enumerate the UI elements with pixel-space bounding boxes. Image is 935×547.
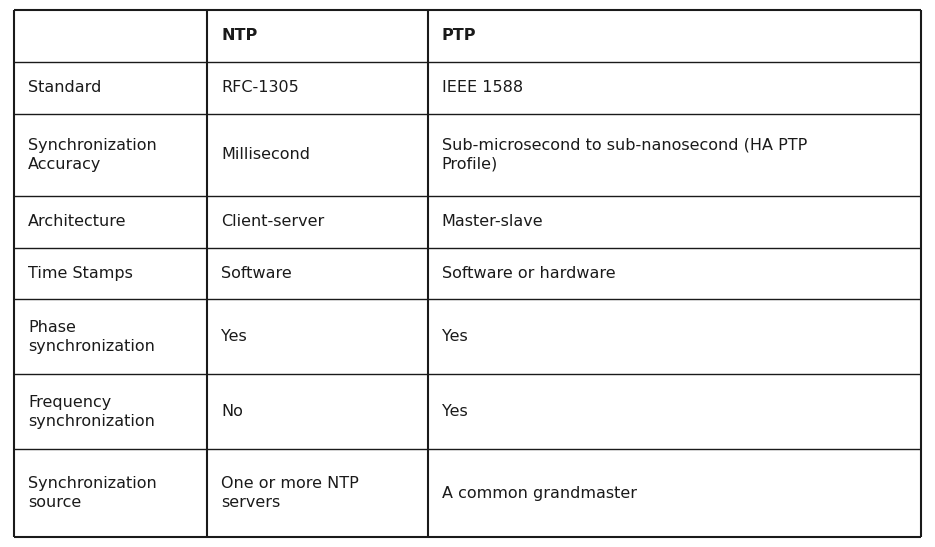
Text: Synchronization
source: Synchronization source xyxy=(28,476,157,510)
Text: RFC-1305: RFC-1305 xyxy=(222,80,299,95)
Text: Millisecond: Millisecond xyxy=(222,147,310,162)
Bar xyxy=(427,62,921,114)
Text: Client-server: Client-server xyxy=(222,214,324,229)
Text: Sub-microsecond to sub-nanosecond (HA PTP
Profile): Sub-microsecond to sub-nanosecond (HA PT… xyxy=(441,138,807,172)
Text: Standard: Standard xyxy=(28,80,101,95)
Text: Frequency
synchronization: Frequency synchronization xyxy=(28,394,155,429)
Bar xyxy=(14,374,208,449)
Bar xyxy=(14,248,208,299)
Bar xyxy=(208,10,427,62)
Bar xyxy=(208,299,427,374)
Text: A common grandmaster: A common grandmaster xyxy=(441,486,637,501)
Text: Architecture: Architecture xyxy=(28,214,126,229)
Bar xyxy=(427,449,921,537)
Text: PTP: PTP xyxy=(441,28,476,43)
Bar xyxy=(14,114,208,196)
Bar xyxy=(427,299,921,374)
Text: Yes: Yes xyxy=(441,329,468,345)
Text: IEEE 1588: IEEE 1588 xyxy=(441,80,523,95)
Bar xyxy=(427,196,921,248)
Bar xyxy=(14,449,208,537)
Text: Master-slave: Master-slave xyxy=(441,214,543,229)
Bar xyxy=(14,299,208,374)
Bar xyxy=(208,62,427,114)
Bar xyxy=(427,248,921,299)
Bar xyxy=(427,374,921,449)
Bar xyxy=(14,196,208,248)
Text: Synchronization
Accuracy: Synchronization Accuracy xyxy=(28,138,157,172)
Text: NTP: NTP xyxy=(222,28,257,43)
Text: No: No xyxy=(222,404,243,419)
Bar xyxy=(14,10,208,62)
Bar xyxy=(208,196,427,248)
Text: Yes: Yes xyxy=(441,404,468,419)
Bar xyxy=(208,374,427,449)
Text: Time Stamps: Time Stamps xyxy=(28,266,133,281)
Bar xyxy=(14,62,208,114)
Text: Software: Software xyxy=(222,266,292,281)
Bar xyxy=(208,114,427,196)
Text: Software or hardware: Software or hardware xyxy=(441,266,615,281)
Bar xyxy=(427,114,921,196)
Bar xyxy=(427,10,921,62)
Text: Yes: Yes xyxy=(222,329,247,345)
Text: One or more NTP
servers: One or more NTP servers xyxy=(222,476,359,510)
Text: Phase
synchronization: Phase synchronization xyxy=(28,320,155,354)
Bar xyxy=(208,248,427,299)
Bar xyxy=(208,449,427,537)
